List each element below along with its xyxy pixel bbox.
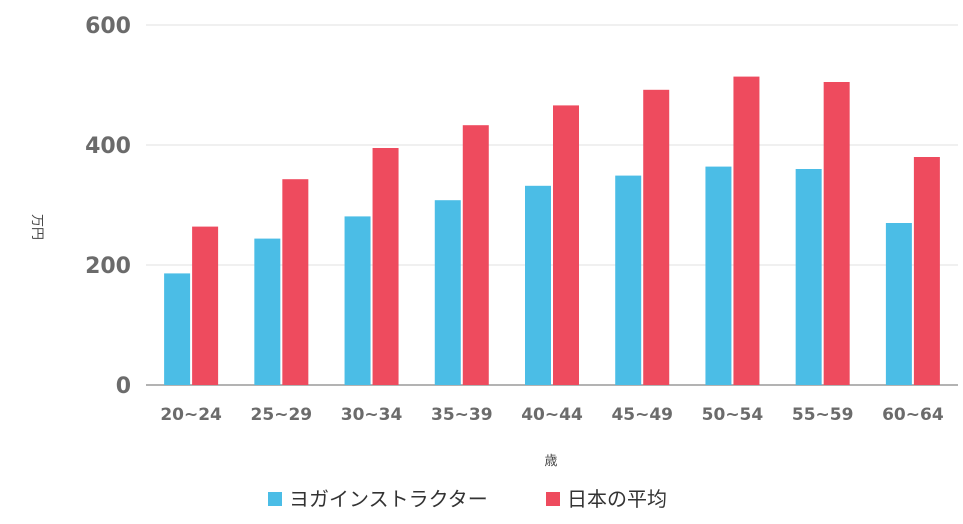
x-tick-labels: 20~24 25~29 30~34 35~39 40~44 45~49 50~54 55~59… (160, 405, 944, 425)
legend-swatch (268, 492, 282, 506)
bar-series1-45~49 (615, 175, 642, 385)
x-tick-label: 55~59 (792, 405, 854, 425)
y-tick-label: 600 (85, 14, 131, 39)
y-tick-labels: 0 200 400 600 (85, 14, 131, 399)
legend-label: ヨガインストラクター (289, 487, 488, 511)
legend: ヨガインストラクター 日本の平均 (268, 487, 667, 511)
bar-series2-60~64 (913, 157, 940, 385)
x-tick-label: 30~34 (341, 405, 403, 425)
bar-series2-35~39 (462, 125, 489, 385)
bar-series2-20~24 (192, 226, 219, 385)
x-tick-label: 45~49 (611, 405, 673, 425)
legend-swatch (546, 492, 560, 506)
bar-series1-20~24 (164, 273, 191, 385)
x-tick-label: 40~44 (521, 405, 583, 425)
x-tick-label: 20~24 (160, 405, 222, 425)
bar-series2-40~44 (553, 105, 579, 386)
y-tick-label: 400 (85, 134, 131, 159)
x-tick-label: 35~39 (431, 405, 493, 425)
x-tick-label: 60~64 (882, 405, 944, 425)
gridlines (146, 24, 958, 386)
bar-series2-50~54 (733, 76, 760, 385)
x-tick-label: 50~54 (702, 405, 764, 425)
bar-series1-30~34 (344, 216, 371, 385)
bar-series1-35~39 (434, 200, 461, 385)
bar-series2-45~49 (643, 89, 670, 386)
bar-series2-25~29 (282, 179, 309, 385)
bar-series1-25~29 (254, 238, 281, 385)
bar-series1-55~59 (795, 169, 822, 385)
bar-series2-55~59 (823, 82, 850, 385)
bar-series1-60~64 (885, 223, 912, 385)
y-tick-label: 200 (85, 254, 131, 279)
bar-series1-50~54 (705, 166, 732, 385)
bars (164, 76, 940, 386)
legend-label: 日本の平均 (567, 487, 667, 511)
y-tick-label: 0 (116, 374, 131, 399)
bar-series2-30~34 (372, 148, 399, 385)
x-axis-label: 歳 (544, 454, 557, 469)
bar-series1-40~44 (525, 185, 551, 385)
y-axis-label: 万円 (29, 214, 44, 240)
x-tick-label: 25~29 (251, 405, 313, 425)
